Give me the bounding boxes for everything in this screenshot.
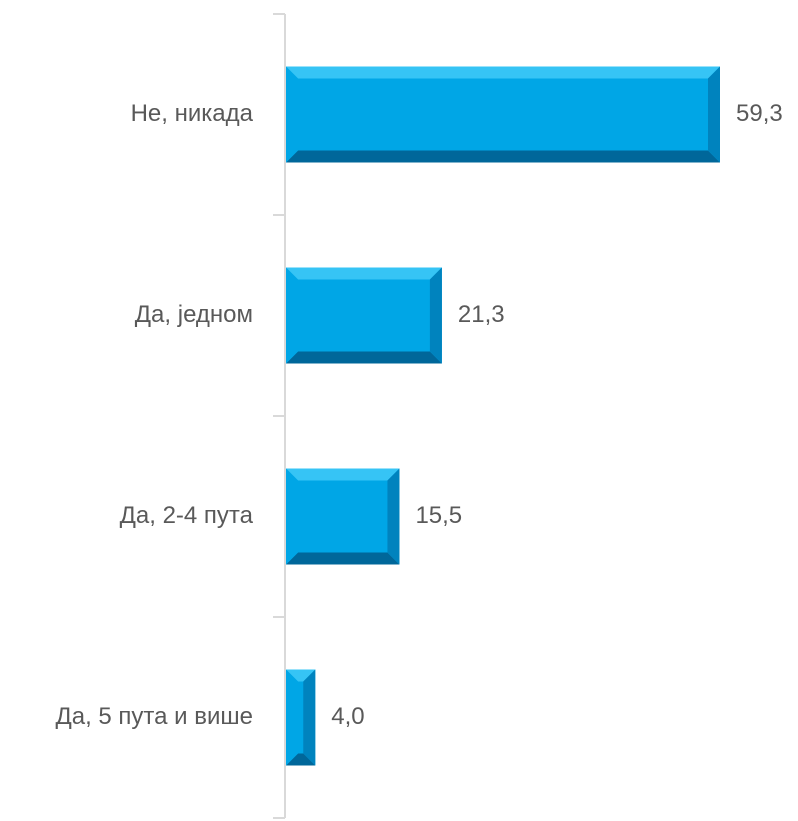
- bar-body: [286, 267, 442, 364]
- bar-bevel-top: [286, 66, 720, 79]
- bar-body: [286, 66, 720, 163]
- value-label: 21,3: [458, 301, 505, 328]
- bar: [286, 669, 316, 766]
- bar-bevel-left: [286, 267, 298, 364]
- y-axis: [273, 13, 286, 819]
- category-label: Да, једном: [135, 301, 253, 328]
- bar-bevel-left: [286, 66, 298, 163]
- value-label: 59,3: [736, 100, 783, 127]
- bar-bevel-left: [286, 669, 298, 766]
- bar-bevel-bottom: [286, 351, 442, 364]
- bar: [286, 468, 400, 565]
- bar-bevel-top: [286, 669, 316, 682]
- value-label: 4,0: [331, 703, 364, 730]
- bar-body: [286, 468, 400, 565]
- bar-bevel-left: [286, 468, 298, 565]
- labels: Не, никада 59,3 Да, једном 21,3 Да, 2-4 пута…: [55, 100, 782, 730]
- bar-bevel-top: [286, 267, 442, 280]
- bar-bevel-right: [429, 267, 442, 364]
- bar-bevel-top: [286, 468, 400, 481]
- bar-bevel-right: [303, 669, 316, 766]
- bar: [286, 66, 720, 163]
- bar-bevel-bottom: [286, 552, 400, 565]
- value-label: 15,5: [415, 502, 462, 529]
- category-label: Да, 5 пута и више: [55, 703, 253, 730]
- bar: [286, 267, 442, 364]
- bar-bevel-bottom: [286, 150, 720, 163]
- category-label: Не, никада: [131, 100, 254, 127]
- bar-bevel-right: [387, 468, 400, 565]
- bars: [286, 66, 720, 766]
- bar-bevel-right: [708, 66, 720, 163]
- category-label: Да, 2-4 пута: [120, 502, 254, 529]
- bar-bevel-bottom: [286, 753, 316, 766]
